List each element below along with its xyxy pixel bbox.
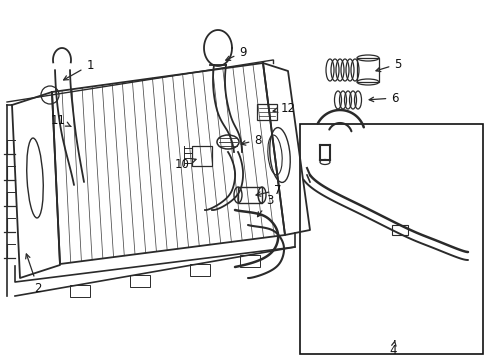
Bar: [130, 275, 150, 287]
Bar: [190, 264, 210, 276]
Text: 7: 7: [256, 184, 282, 197]
Text: 12: 12: [273, 102, 295, 114]
Bar: [192, 146, 212, 166]
Bar: [238, 187, 262, 203]
Text: 8: 8: [241, 134, 262, 147]
Bar: [257, 104, 277, 120]
Bar: [240, 255, 260, 267]
Text: 5: 5: [376, 58, 402, 72]
Text: 1: 1: [64, 59, 94, 80]
Text: 4: 4: [389, 341, 397, 356]
Text: 9: 9: [226, 45, 247, 60]
Text: 6: 6: [369, 91, 399, 104]
Bar: [357, 58, 379, 82]
Text: 10: 10: [174, 158, 196, 171]
Text: 3: 3: [258, 194, 274, 217]
Bar: [70, 285, 90, 297]
Text: 2: 2: [25, 254, 42, 294]
Bar: [300, 124, 483, 354]
Bar: [392, 225, 408, 235]
Text: 11: 11: [50, 113, 71, 126]
